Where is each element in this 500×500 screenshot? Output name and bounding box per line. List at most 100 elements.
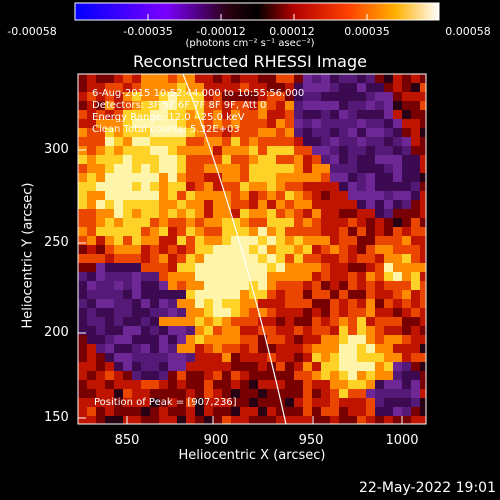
heatmap-cell bbox=[339, 290, 348, 299]
heatmap-cell bbox=[402, 218, 411, 227]
heatmap-cell bbox=[168, 371, 177, 380]
heatmap-cell bbox=[132, 371, 141, 380]
heatmap-cell bbox=[78, 236, 87, 245]
heatmap-cell bbox=[231, 407, 240, 416]
heatmap-cell bbox=[393, 317, 402, 326]
heatmap-cell bbox=[123, 227, 132, 236]
heatmap-cell bbox=[276, 119, 285, 128]
heatmap-cell bbox=[393, 236, 402, 245]
heatmap-cell bbox=[357, 164, 366, 173]
heatmap-cell bbox=[294, 308, 303, 317]
heatmap-cell bbox=[177, 317, 186, 326]
heatmap-cell bbox=[375, 335, 384, 344]
heatmap-cell bbox=[177, 155, 186, 164]
heatmap-cell bbox=[195, 389, 204, 398]
heatmap-cell bbox=[366, 407, 375, 416]
heatmap-cell bbox=[339, 416, 348, 424]
heatmap-cell bbox=[411, 155, 420, 164]
heatmap-cell bbox=[159, 200, 168, 209]
heatmap-cell bbox=[348, 326, 357, 335]
heatmap-cell bbox=[213, 272, 222, 281]
heatmap-cell bbox=[357, 101, 366, 110]
heatmap-cell bbox=[177, 200, 186, 209]
heatmap-cell bbox=[393, 83, 402, 92]
heatmap-cell bbox=[195, 218, 204, 227]
heatmap-cell bbox=[258, 83, 267, 92]
heatmap-cell bbox=[204, 380, 213, 389]
heatmap-cell bbox=[393, 281, 402, 290]
heatmap-cell bbox=[258, 74, 267, 83]
heatmap-cell bbox=[123, 407, 132, 416]
heatmap-cell bbox=[393, 101, 402, 110]
colorbar-tick-label: 0.00058 bbox=[445, 25, 491, 38]
heatmap-cell bbox=[231, 353, 240, 362]
heatmap-cell bbox=[348, 137, 357, 146]
heatmap-cell bbox=[240, 236, 249, 245]
heatmap-cell bbox=[393, 335, 402, 344]
heatmap-cell bbox=[420, 92, 426, 101]
heatmap-cell bbox=[339, 281, 348, 290]
heatmap-cell bbox=[141, 200, 150, 209]
heatmap-cell bbox=[384, 416, 393, 424]
peak-position-text: Position of Peak = [907,236] bbox=[94, 397, 237, 408]
heatmap-cell bbox=[159, 308, 168, 317]
heatmap-cell bbox=[402, 227, 411, 236]
heatmap-cell bbox=[240, 245, 249, 254]
heatmap-cell bbox=[384, 326, 393, 335]
heatmap-cell bbox=[384, 308, 393, 317]
heatmap-cell bbox=[276, 128, 285, 137]
heatmap-cell bbox=[411, 173, 420, 182]
heatmap-cell bbox=[384, 389, 393, 398]
heatmap-cell bbox=[276, 191, 285, 200]
heatmap-cell bbox=[96, 128, 105, 137]
heatmap-cell bbox=[78, 101, 87, 110]
heatmap-cell bbox=[195, 146, 204, 155]
heatmap-cell bbox=[294, 209, 303, 218]
heatmap-cell bbox=[420, 290, 426, 299]
heatmap-cell bbox=[87, 227, 96, 236]
heatmap-cell bbox=[258, 119, 267, 128]
heatmap-cell bbox=[204, 191, 213, 200]
heatmap-cell bbox=[87, 119, 96, 128]
heatmap-cell bbox=[213, 209, 222, 218]
heatmap-cell bbox=[402, 272, 411, 281]
heatmap-cell bbox=[150, 128, 159, 137]
heatmap-cell bbox=[267, 353, 276, 362]
heatmap-cell bbox=[357, 119, 366, 128]
heatmap-cell bbox=[330, 245, 339, 254]
heatmap-cell bbox=[348, 119, 357, 128]
heatmap-cell bbox=[195, 128, 204, 137]
heatmap-cell bbox=[276, 92, 285, 101]
heatmap-cell bbox=[312, 407, 321, 416]
heatmap-cell bbox=[87, 74, 96, 83]
heatmap-cell bbox=[249, 245, 258, 254]
heatmap-cell bbox=[249, 272, 258, 281]
heatmap-cell bbox=[123, 218, 132, 227]
heatmap-cell bbox=[204, 398, 213, 407]
heatmap-cell bbox=[249, 353, 258, 362]
heatmap-cell bbox=[402, 398, 411, 407]
heatmap-cell bbox=[222, 281, 231, 290]
heatmap-cell bbox=[411, 299, 420, 308]
heatmap-cell bbox=[87, 146, 96, 155]
heatmap-cell bbox=[375, 128, 384, 137]
heatmap-cell bbox=[96, 335, 105, 344]
heatmap-cell bbox=[222, 263, 231, 272]
heatmap-cell bbox=[393, 407, 402, 416]
heatmap-cell bbox=[321, 407, 330, 416]
heatmap-cell bbox=[411, 344, 420, 353]
heatmap-cell bbox=[159, 389, 168, 398]
heatmap-cell bbox=[411, 236, 420, 245]
heatmap-cell bbox=[303, 353, 312, 362]
heatmap-cell bbox=[321, 218, 330, 227]
heatmap-cell bbox=[357, 227, 366, 236]
heatmap-cell bbox=[141, 353, 150, 362]
heatmap-cell bbox=[195, 245, 204, 254]
heatmap-cell bbox=[123, 353, 132, 362]
heatmap-cell bbox=[231, 110, 240, 119]
heatmap-cell bbox=[249, 92, 258, 101]
heatmap-cell bbox=[132, 362, 141, 371]
heatmap-cell bbox=[258, 254, 267, 263]
heatmap-cell bbox=[357, 146, 366, 155]
heatmap-cell bbox=[105, 191, 114, 200]
